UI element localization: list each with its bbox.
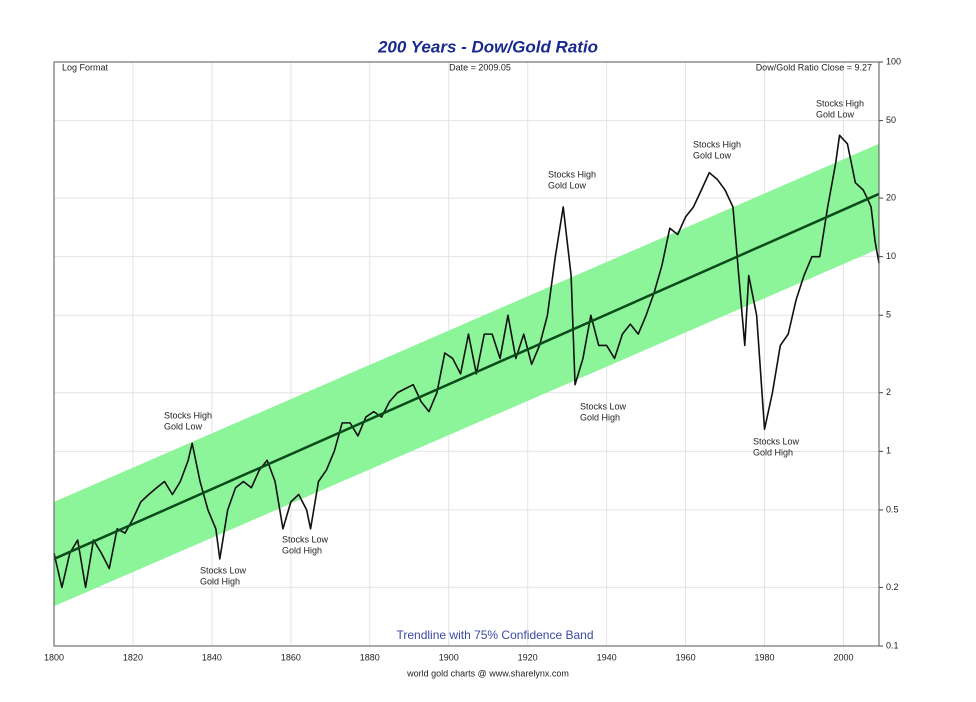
annotation: Gold Low	[548, 180, 587, 190]
y-tick-label: 5	[886, 310, 891, 320]
annotation: Gold High	[282, 545, 322, 555]
ratio-line	[53, 134, 880, 589]
x-tick-label: 1940	[597, 652, 617, 662]
x-tick-label: 1980	[755, 652, 775, 662]
annotation: Stocks Low	[753, 436, 800, 446]
y-tick-label: 10	[886, 251, 896, 261]
confidence-band	[54, 143, 879, 607]
corner-right: Dow/Gold Ratio Close = 9.27	[756, 62, 872, 72]
band-label: Trendline with 75% Confidence Band	[396, 628, 593, 642]
y-tick-label: 100	[886, 56, 901, 66]
y-tick-label: 50	[886, 115, 896, 125]
annotation: Stocks Low	[200, 565, 247, 575]
trendline	[53, 192, 880, 561]
annotation: Gold High	[200, 576, 240, 586]
annotation: Gold High	[753, 447, 793, 457]
annotation: Stocks High	[693, 139, 741, 149]
y-tick-label: 1	[886, 446, 891, 456]
annotation: Stocks High	[164, 410, 212, 420]
x-tick-label: 1820	[123, 652, 143, 662]
x-tick-label: 1900	[439, 652, 459, 662]
x-tick-label: 1960	[676, 652, 696, 662]
corner-center: Date = 2009.05	[449, 62, 511, 72]
y-tick-label: 20	[886, 192, 896, 202]
annotation: Gold Low	[816, 109, 855, 119]
plot-frame	[53, 61, 880, 647]
annotation: Gold Low	[693, 150, 732, 160]
x-tick-label: 2000	[833, 652, 853, 662]
y-tick-label: 0.1	[886, 640, 899, 650]
annotation: Stocks High	[548, 169, 596, 179]
y-tick-label: 0.2	[886, 582, 899, 592]
x-tick-label: 1800	[44, 652, 64, 662]
annotation: Stocks High	[816, 98, 864, 108]
x-tick-label: 1920	[518, 652, 538, 662]
x-tick-label: 1840	[202, 652, 222, 662]
x-tick-label: 1880	[360, 652, 380, 662]
annotation: Gold Low	[164, 421, 203, 431]
y-tick-label: 2	[886, 387, 891, 397]
corner-left: Log Format	[62, 62, 109, 72]
annotation: Stocks Low	[282, 534, 329, 544]
annotation: Gold High	[580, 412, 620, 422]
chart-title: 200 Years - Dow/Gold Ratio	[377, 37, 598, 56]
annotation: Stocks Low	[580, 401, 627, 411]
source: world gold charts @ www.sharelynx.com	[406, 668, 569, 678]
x-tick-label: 1860	[281, 652, 301, 662]
y-tick-label: 0.5	[886, 504, 899, 514]
